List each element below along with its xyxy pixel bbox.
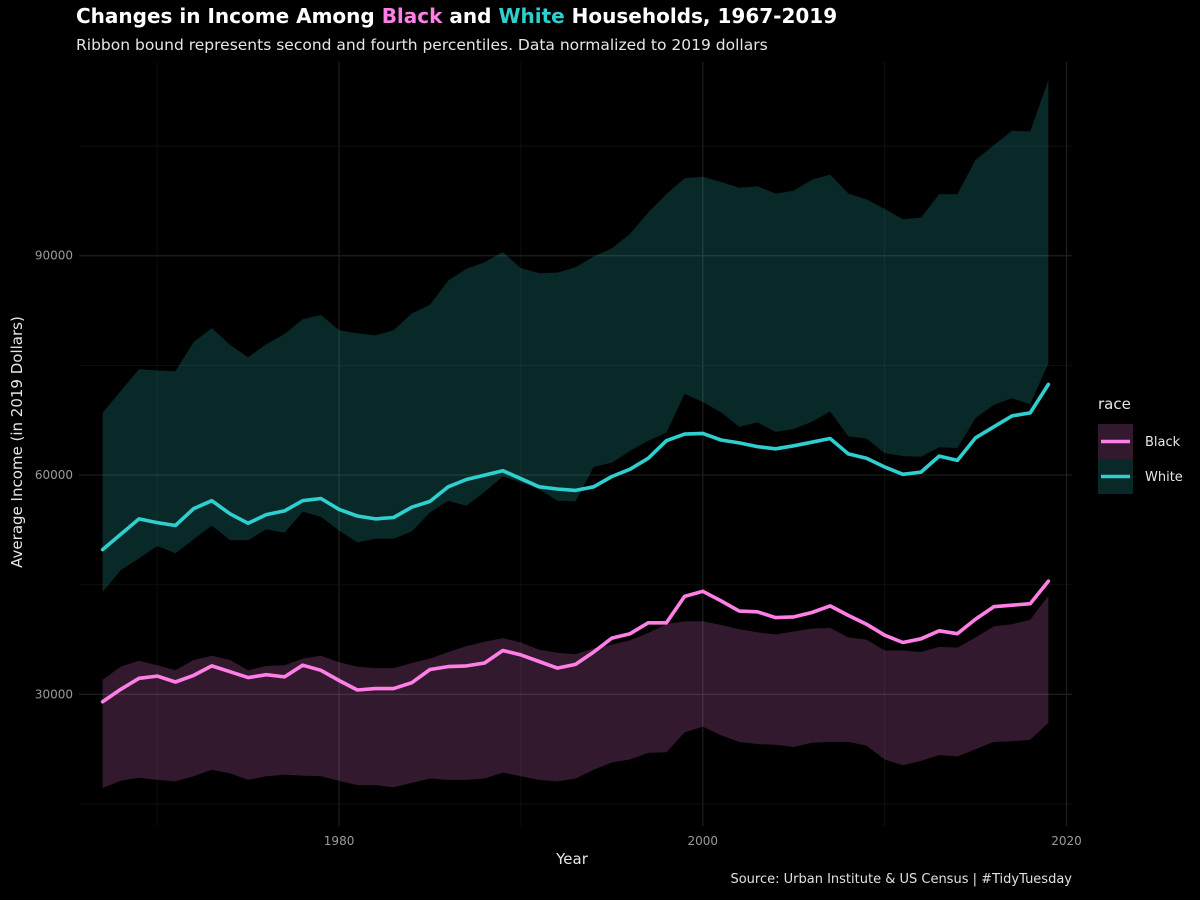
ribbon-white xyxy=(102,80,1049,593)
chart-subtitle: Ribbon bound represents second and fourt… xyxy=(76,36,768,54)
title-part-1: Changes in Income Among xyxy=(76,4,382,28)
x-tick-label: 1980 xyxy=(324,834,355,848)
legend-label-black: Black xyxy=(1145,435,1181,450)
y-tick-label: 60000 xyxy=(35,468,73,482)
chart-title: Changes in Income Among Black and White … xyxy=(76,4,837,28)
title-part-5: Households, 1967-2019 xyxy=(564,4,838,28)
ribbons xyxy=(102,80,1049,788)
y-tick-label: 90000 xyxy=(35,249,73,263)
x-axis-title: Year xyxy=(555,850,589,868)
title-black-highlight: Black xyxy=(381,4,443,28)
line-white xyxy=(100,382,1051,552)
x-tick-labels: 1980 2000 2020 xyxy=(324,834,1082,848)
legend: race Black White xyxy=(1098,395,1183,494)
legend-label-white: White xyxy=(1145,470,1183,485)
title-white-highlight: White xyxy=(498,4,565,28)
legend-items: Black White xyxy=(1098,424,1183,494)
y-tick-label: 30000 xyxy=(35,687,73,701)
series-lines xyxy=(100,382,1051,704)
line-black xyxy=(100,579,1051,704)
legend-title: race xyxy=(1098,395,1131,413)
y-tick-labels: 30000 60000 90000 xyxy=(35,249,73,702)
x-tick-label: 2020 xyxy=(1051,834,1082,848)
y-axis-title: Average Income (in 2019 Dollars) xyxy=(8,316,26,568)
chart-caption: Source: Urban Institute & US Census | #T… xyxy=(730,872,1072,887)
legend-item-black: Black xyxy=(1098,424,1181,459)
title-part-3: and xyxy=(442,4,499,28)
x-tick-label: 2000 xyxy=(688,834,719,848)
ribbon-black xyxy=(102,595,1049,788)
legend-item-white: White xyxy=(1098,459,1183,494)
